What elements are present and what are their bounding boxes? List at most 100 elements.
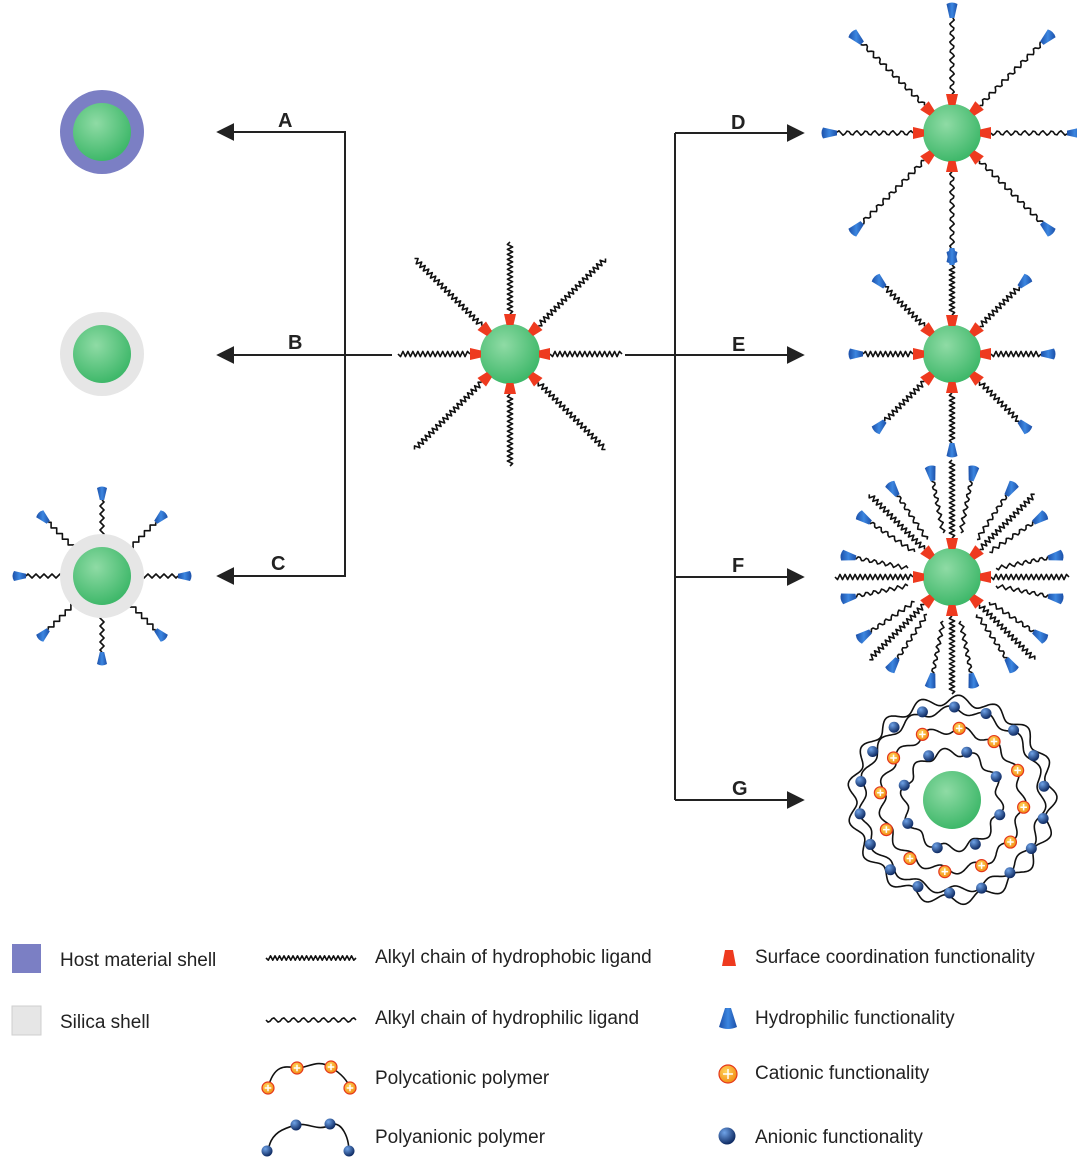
core-icon [73, 325, 131, 383]
polyelectrolyte-layer [899, 747, 1005, 853]
hydrophobic-chain [884, 286, 926, 327]
route-labels: A B C D E F G [271, 110, 748, 800]
anionic-sphere-icon [1004, 867, 1016, 879]
route-label-f: F [732, 555, 744, 577]
hydrophilic-bell-icon [1041, 348, 1056, 360]
anionic-sphere-icon [718, 1127, 736, 1145]
hydrophilic-bell-icon [1032, 629, 1049, 644]
amphiphile-chain [855, 583, 909, 598]
coordination-trapezoid-icon [528, 372, 543, 387]
hydrophilic-bell-icon [848, 221, 864, 237]
anionic-sphere-icon [902, 817, 914, 829]
hydrophobic-chain [506, 241, 514, 315]
hydrophilic-bell-icon [97, 652, 107, 666]
hydrophilic-bell-icon [946, 250, 958, 265]
coordination-trapezoid-icon [920, 371, 935, 386]
hydrophilic-bell-icon [1004, 480, 1019, 497]
core-icon [73, 103, 131, 161]
hydrophilic-bell-icon [885, 480, 900, 497]
hydrophilic-chain [25, 573, 63, 579]
amphiphile-chain [958, 620, 973, 674]
anionic-sphere-icon [912, 881, 924, 893]
hydrophilic-bell-icon [1017, 419, 1033, 435]
core-icon [480, 324, 540, 384]
amphiphile-chain [976, 494, 1008, 541]
polymer-backbone [267, 1062, 351, 1089]
coordination-trapezoid-icon [946, 538, 958, 549]
legend-polycationic: Polycationic polymer [375, 1068, 550, 1089]
legend: Host material shell Silica shell Alkyl c… [11, 944, 1035, 1157]
hydrophilic-bell-icon [855, 629, 872, 644]
route-label-c: C [271, 553, 285, 575]
polyelectrolyte-layer [847, 694, 1058, 906]
anionic-sphere-icon [1008, 724, 1020, 736]
hydrophobic-chain [397, 350, 471, 358]
hydrophobic-chain [549, 350, 623, 358]
legend-coordination: Surface coordination functionality [755, 947, 1035, 968]
polyelectrolyte-layer [858, 705, 1047, 894]
anionic-sphere-icon [1028, 750, 1040, 762]
plus-sign-icon [978, 862, 985, 869]
coordination-trapezoid-icon [946, 94, 958, 105]
hydrophilic-chain [836, 130, 914, 136]
legend-hydrophilic: Hydrophilic functionality [755, 1008, 955, 1029]
core-icon [923, 104, 981, 162]
hydrophilic-chain-sample [265, 1017, 357, 1023]
legend-hydrophilic-chain: Alkyl chain of hydrophilic ligand [375, 1008, 639, 1029]
route-label-b: B [288, 332, 302, 354]
coordination-trapezoid-icon [980, 571, 991, 583]
plus-sign-icon [877, 789, 884, 797]
coordination-trapezoid-icon [969, 101, 984, 116]
amphiphile-chain [995, 584, 1049, 598]
legend-silica-shell: Silica shell [60, 1012, 150, 1033]
hydrophilic-bell-icon [840, 549, 857, 561]
hydrophilic-bell-icon [36, 510, 50, 524]
hydrophilic-bell-shape [719, 1008, 737, 1029]
coordination-trapezoid-icon [477, 321, 492, 336]
plus-sign-icon [941, 868, 949, 875]
hydrophilic-bell-icon [848, 29, 864, 45]
anionic-sphere-icon [261, 1145, 273, 1157]
amphiphile-chain [989, 521, 1034, 554]
hydrophilic-bell-icon [1017, 273, 1033, 289]
hydrophilic-bell-icon [968, 672, 980, 689]
anionic-sphere-icon [290, 1119, 302, 1131]
anionic-sphere-icon [931, 842, 943, 854]
hydrophilic-bell-icon [840, 593, 857, 605]
plus-sign-icon [327, 1063, 335, 1071]
hydrophilic-bell-icon [924, 672, 936, 689]
hydrophilic-bell-icon [154, 628, 168, 642]
polyanionic-polymer-icon [261, 1118, 355, 1157]
plus-sign-icon [1014, 767, 1021, 774]
coordination-trapezoid-icon [504, 314, 516, 325]
core-icon [923, 325, 981, 383]
hydrophobic-chain-sample [265, 955, 357, 961]
coordination-trapezoid-icon [477, 372, 492, 387]
plus-sign-icon [293, 1064, 301, 1072]
hydrophilic-chain [99, 499, 105, 537]
hydrophilic-bell-icon [821, 127, 837, 139]
hydrophilic-chain [130, 522, 157, 549]
hydrophobic-chain [990, 573, 1070, 581]
hydrophilic-chain [47, 603, 74, 630]
hydrophilic-bell-icon [154, 510, 168, 524]
hydrophobic-chain [948, 459, 956, 539]
anionic-sphere-icon [718, 1127, 736, 1145]
hydrophobic-chain [948, 615, 956, 695]
anionic-sphere-icon [961, 746, 973, 758]
hydrophilic-chain [978, 160, 1044, 223]
legend-cationic: Cationic functionality [755, 1063, 930, 1084]
hydrophilic-bell-icon [1040, 29, 1056, 45]
particle-hydrophobic-original [397, 241, 623, 467]
hydrophilic-bell-icon [1004, 657, 1019, 674]
coordination-trapezoid-icon [470, 348, 481, 360]
route-label-e: E [732, 334, 745, 356]
hydrophobic-chain [948, 264, 956, 316]
amphiphile-chain [931, 480, 946, 534]
anionic-sphere-icon [343, 1145, 355, 1157]
anionic-sphere-icon [948, 701, 960, 713]
hydrophilic-chain [99, 615, 105, 653]
hydrophilic-bell-icon [968, 465, 980, 482]
hydrophilic-chain [979, 41, 1042, 107]
